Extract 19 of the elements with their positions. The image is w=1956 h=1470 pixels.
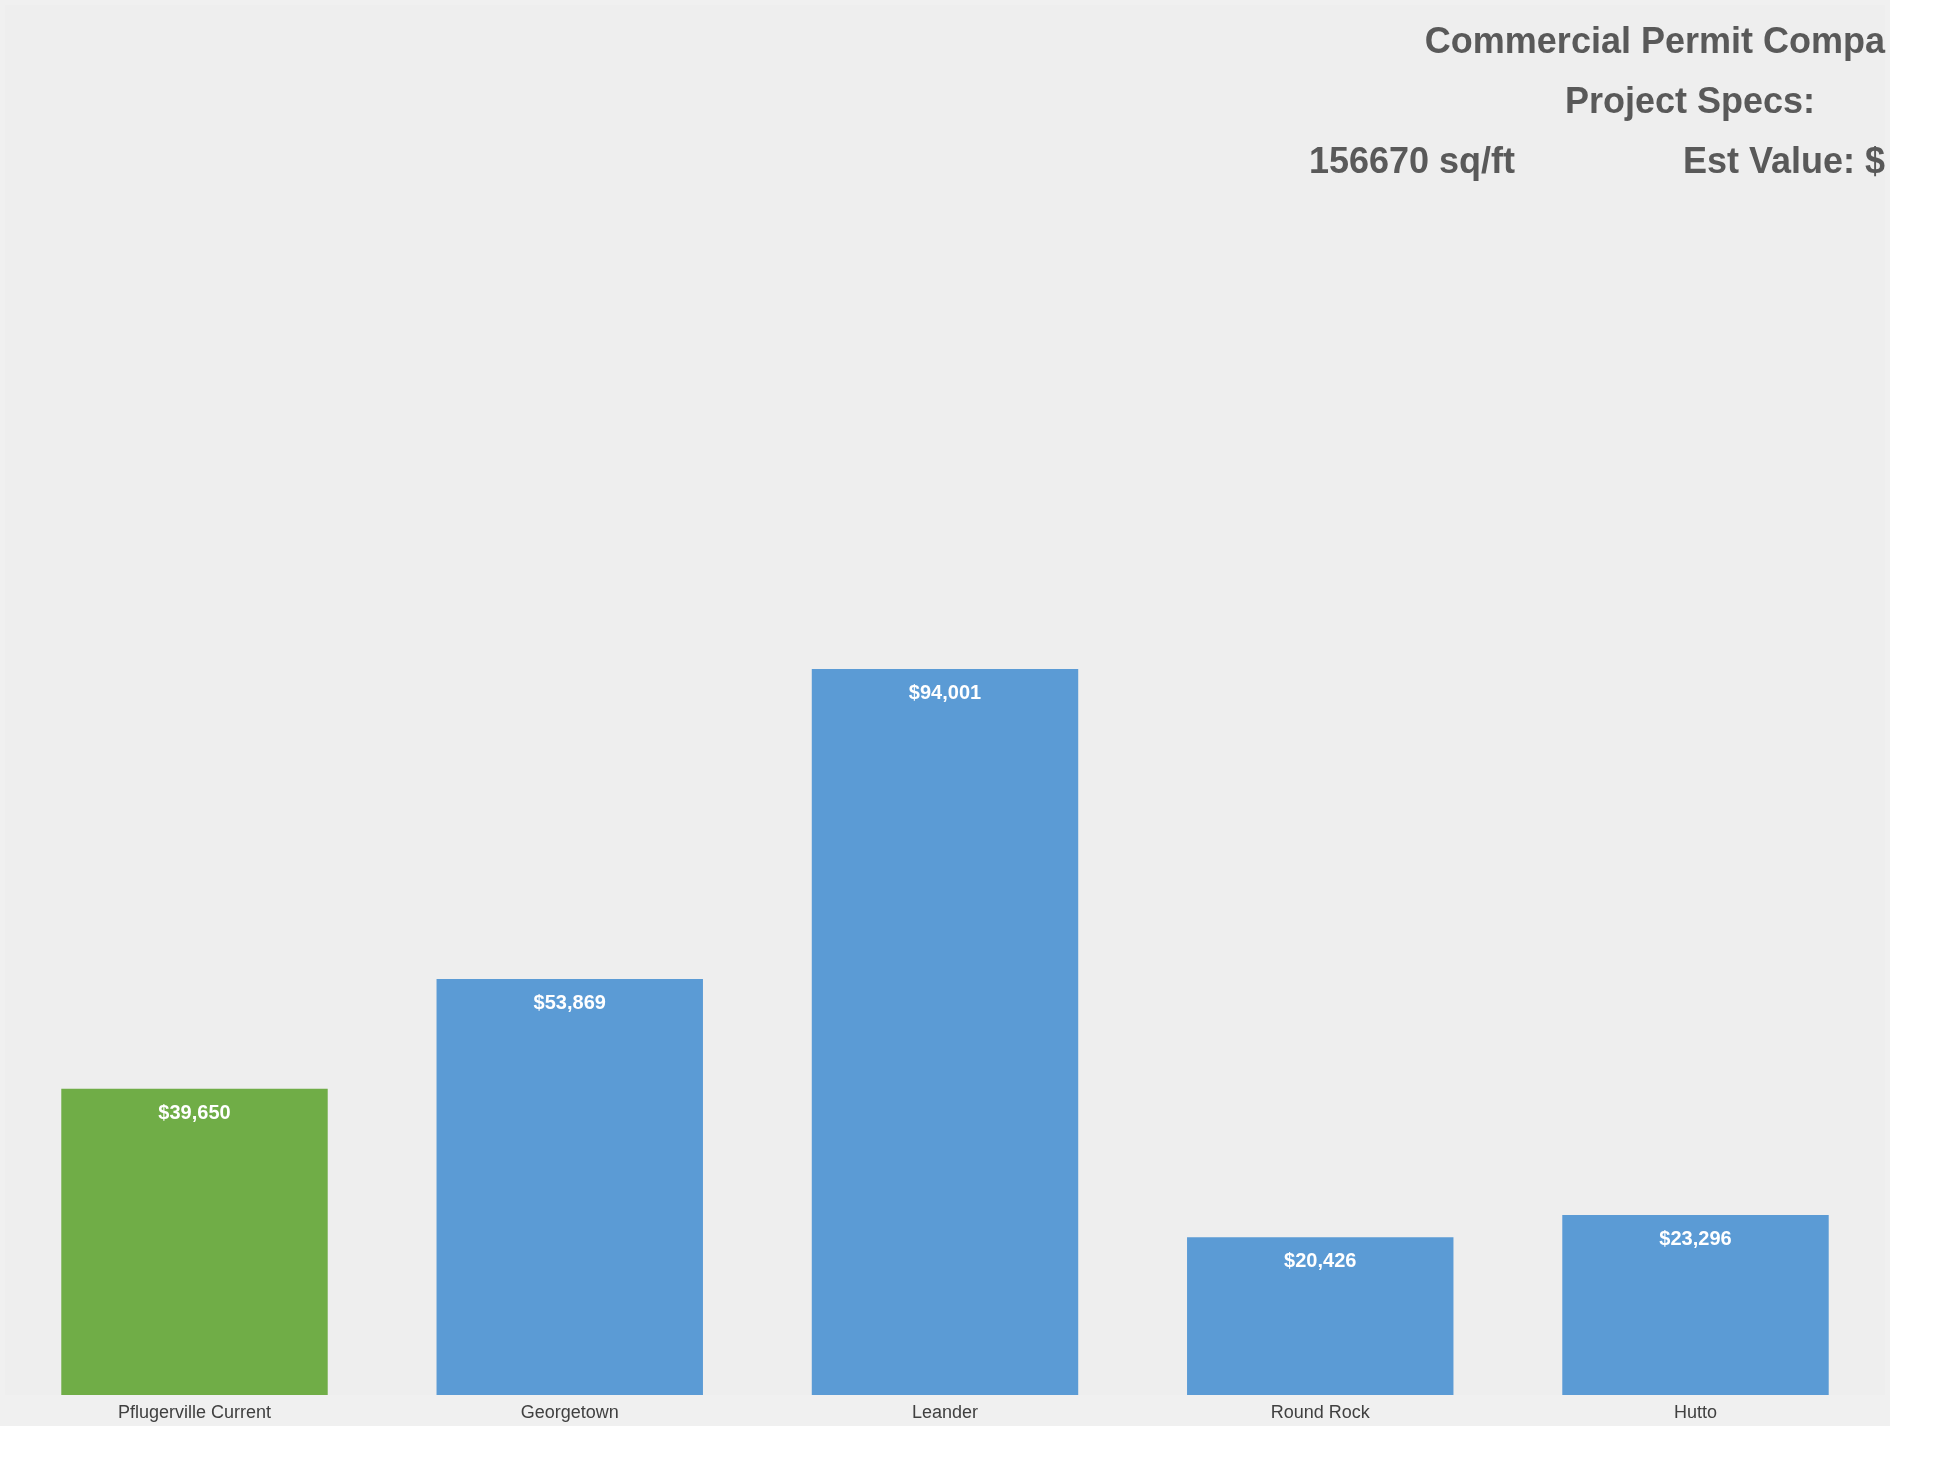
data-label: $23,296: [1659, 1227, 1732, 1250]
bar: [811, 669, 1079, 1395]
x-tick-label: Leander: [911, 1401, 979, 1422]
x-tick-label: Georgetown: [520, 1401, 619, 1422]
bar: [1562, 1215, 1829, 1395]
bar: [436, 979, 703, 1395]
data-label: $20,426: [1284, 1249, 1357, 1272]
x-tick-label: Pflugerville Current: [117, 1401, 272, 1422]
data-label: $94,001: [908, 681, 982, 704]
bar: [1187, 1237, 1454, 1395]
data-label: $53,869: [533, 991, 606, 1014]
chart-title: Commercial Permit Compa: [1424, 20, 1886, 61]
annotation: 156670 sq/ft: [1308, 140, 1516, 181]
data-label: $39,650: [158, 1100, 231, 1123]
bar: [61, 1088, 328, 1395]
text: Project Specs:: [1564, 80, 1815, 121]
annotation: Est Value: $: [1682, 140, 1885, 181]
x-tick-label: Hutto: [1673, 1401, 1718, 1422]
x-tick-label: Round Rock: [1270, 1401, 1371, 1422]
